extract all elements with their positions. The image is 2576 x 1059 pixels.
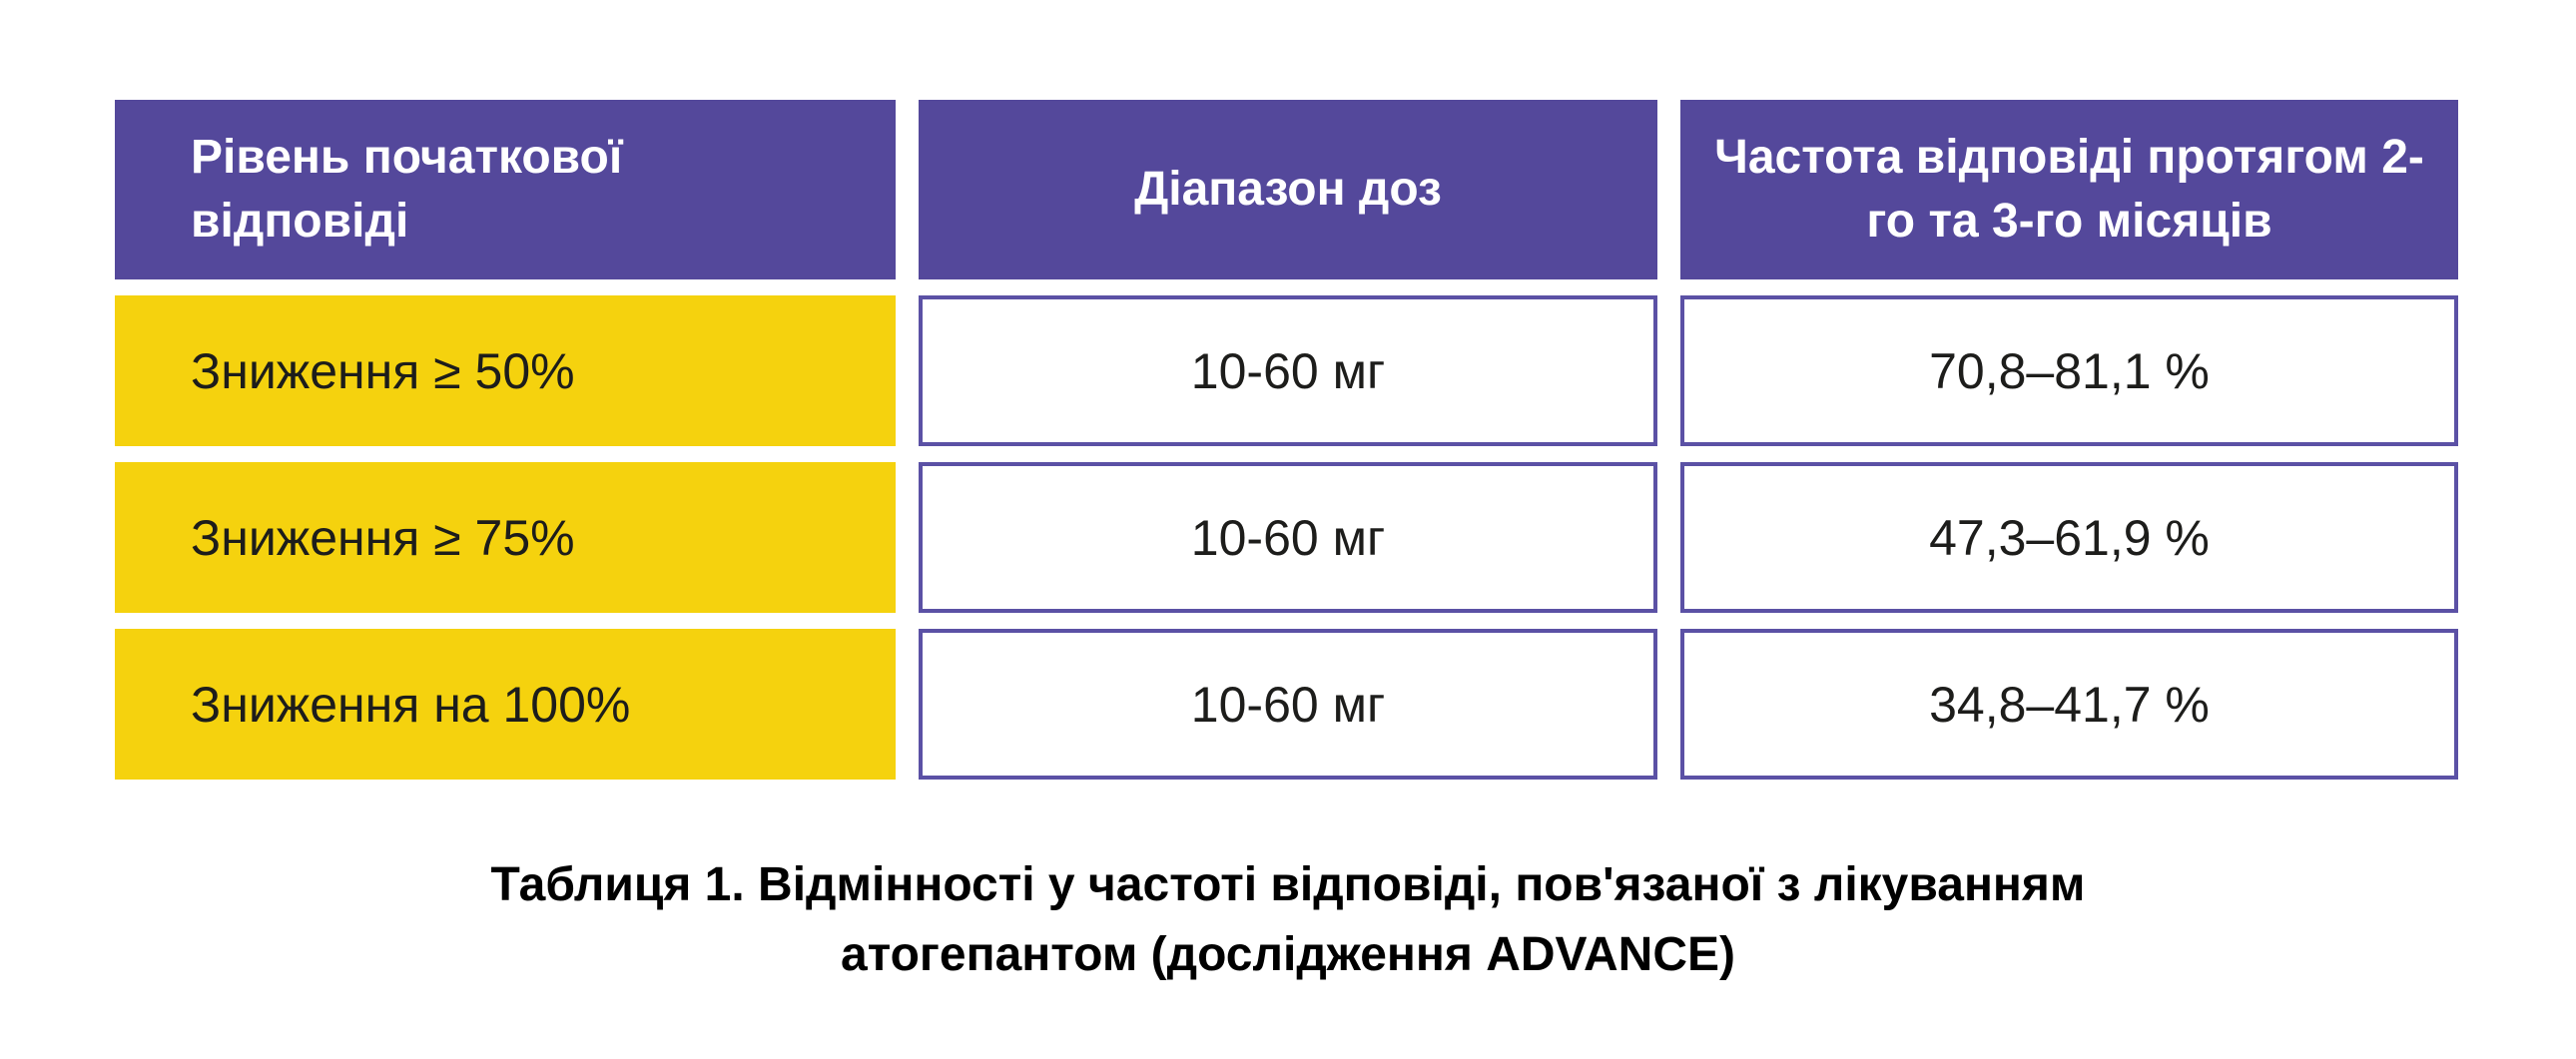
- row-2-dose-value: 10-60 мг: [1190, 509, 1386, 566]
- row-3-dose-cell: 10-60 мг: [919, 629, 1657, 780]
- row-2-rate-value: 47,3–61,9 %: [1929, 509, 2210, 566]
- table-caption: Таблиця 1. Відмінності у частоті відпові…: [0, 850, 2576, 990]
- row-2-level-cell: Зниження ≥ 75%: [115, 462, 896, 613]
- row-2-rate-cell: 47,3–61,9 %: [1680, 462, 2458, 613]
- row-2-dose-cell: 10-60 мг: [919, 462, 1657, 613]
- row-1-level-label: Зниження ≥ 50%: [191, 342, 575, 399]
- row-3-rate-cell: 34,8–41,7 %: [1680, 629, 2458, 780]
- header-label-dose-range: Діапазон доз: [1134, 163, 1442, 216]
- row-3-level-label: Зниження на 100%: [191, 676, 631, 733]
- row-1-rate-cell: 70,8–81,1 %: [1680, 295, 2458, 446]
- table-caption-line-2: атогепантом (дослідження ADVANCE): [841, 928, 1735, 981]
- row-1-dose-value: 10-60 мг: [1190, 342, 1386, 399]
- row-2-level-label: Зниження ≥ 75%: [191, 509, 575, 566]
- response-rate-table: Рівень початкової відповіді Діапазон доз…: [115, 100, 2458, 780]
- table-caption-line-1: Таблиця 1. Відмінності у частоті відпові…: [490, 858, 2086, 911]
- header-cell-response-level: Рівень початкової відповіді: [115, 100, 896, 279]
- row-3-rate-value: 34,8–41,7 %: [1929, 676, 2210, 733]
- row-1-level-cell: Зниження ≥ 50%: [115, 295, 896, 446]
- header-cell-response-rate: Частота відповіді протягом 2-го та 3-го …: [1680, 100, 2458, 279]
- header-cell-dose-range: Діапазон доз: [919, 100, 1657, 279]
- row-1-dose-cell: 10-60 мг: [919, 295, 1657, 446]
- header-label-response-rate: Частота відповіді протягом 2-го та 3-го …: [1714, 131, 2424, 248]
- row-3-level-cell: Зниження на 100%: [115, 629, 896, 780]
- row-3-dose-value: 10-60 мг: [1190, 676, 1386, 733]
- row-1-rate-value: 70,8–81,1 %: [1929, 342, 2210, 399]
- header-label-response-level: Рівень початкової відповіді: [191, 131, 623, 248]
